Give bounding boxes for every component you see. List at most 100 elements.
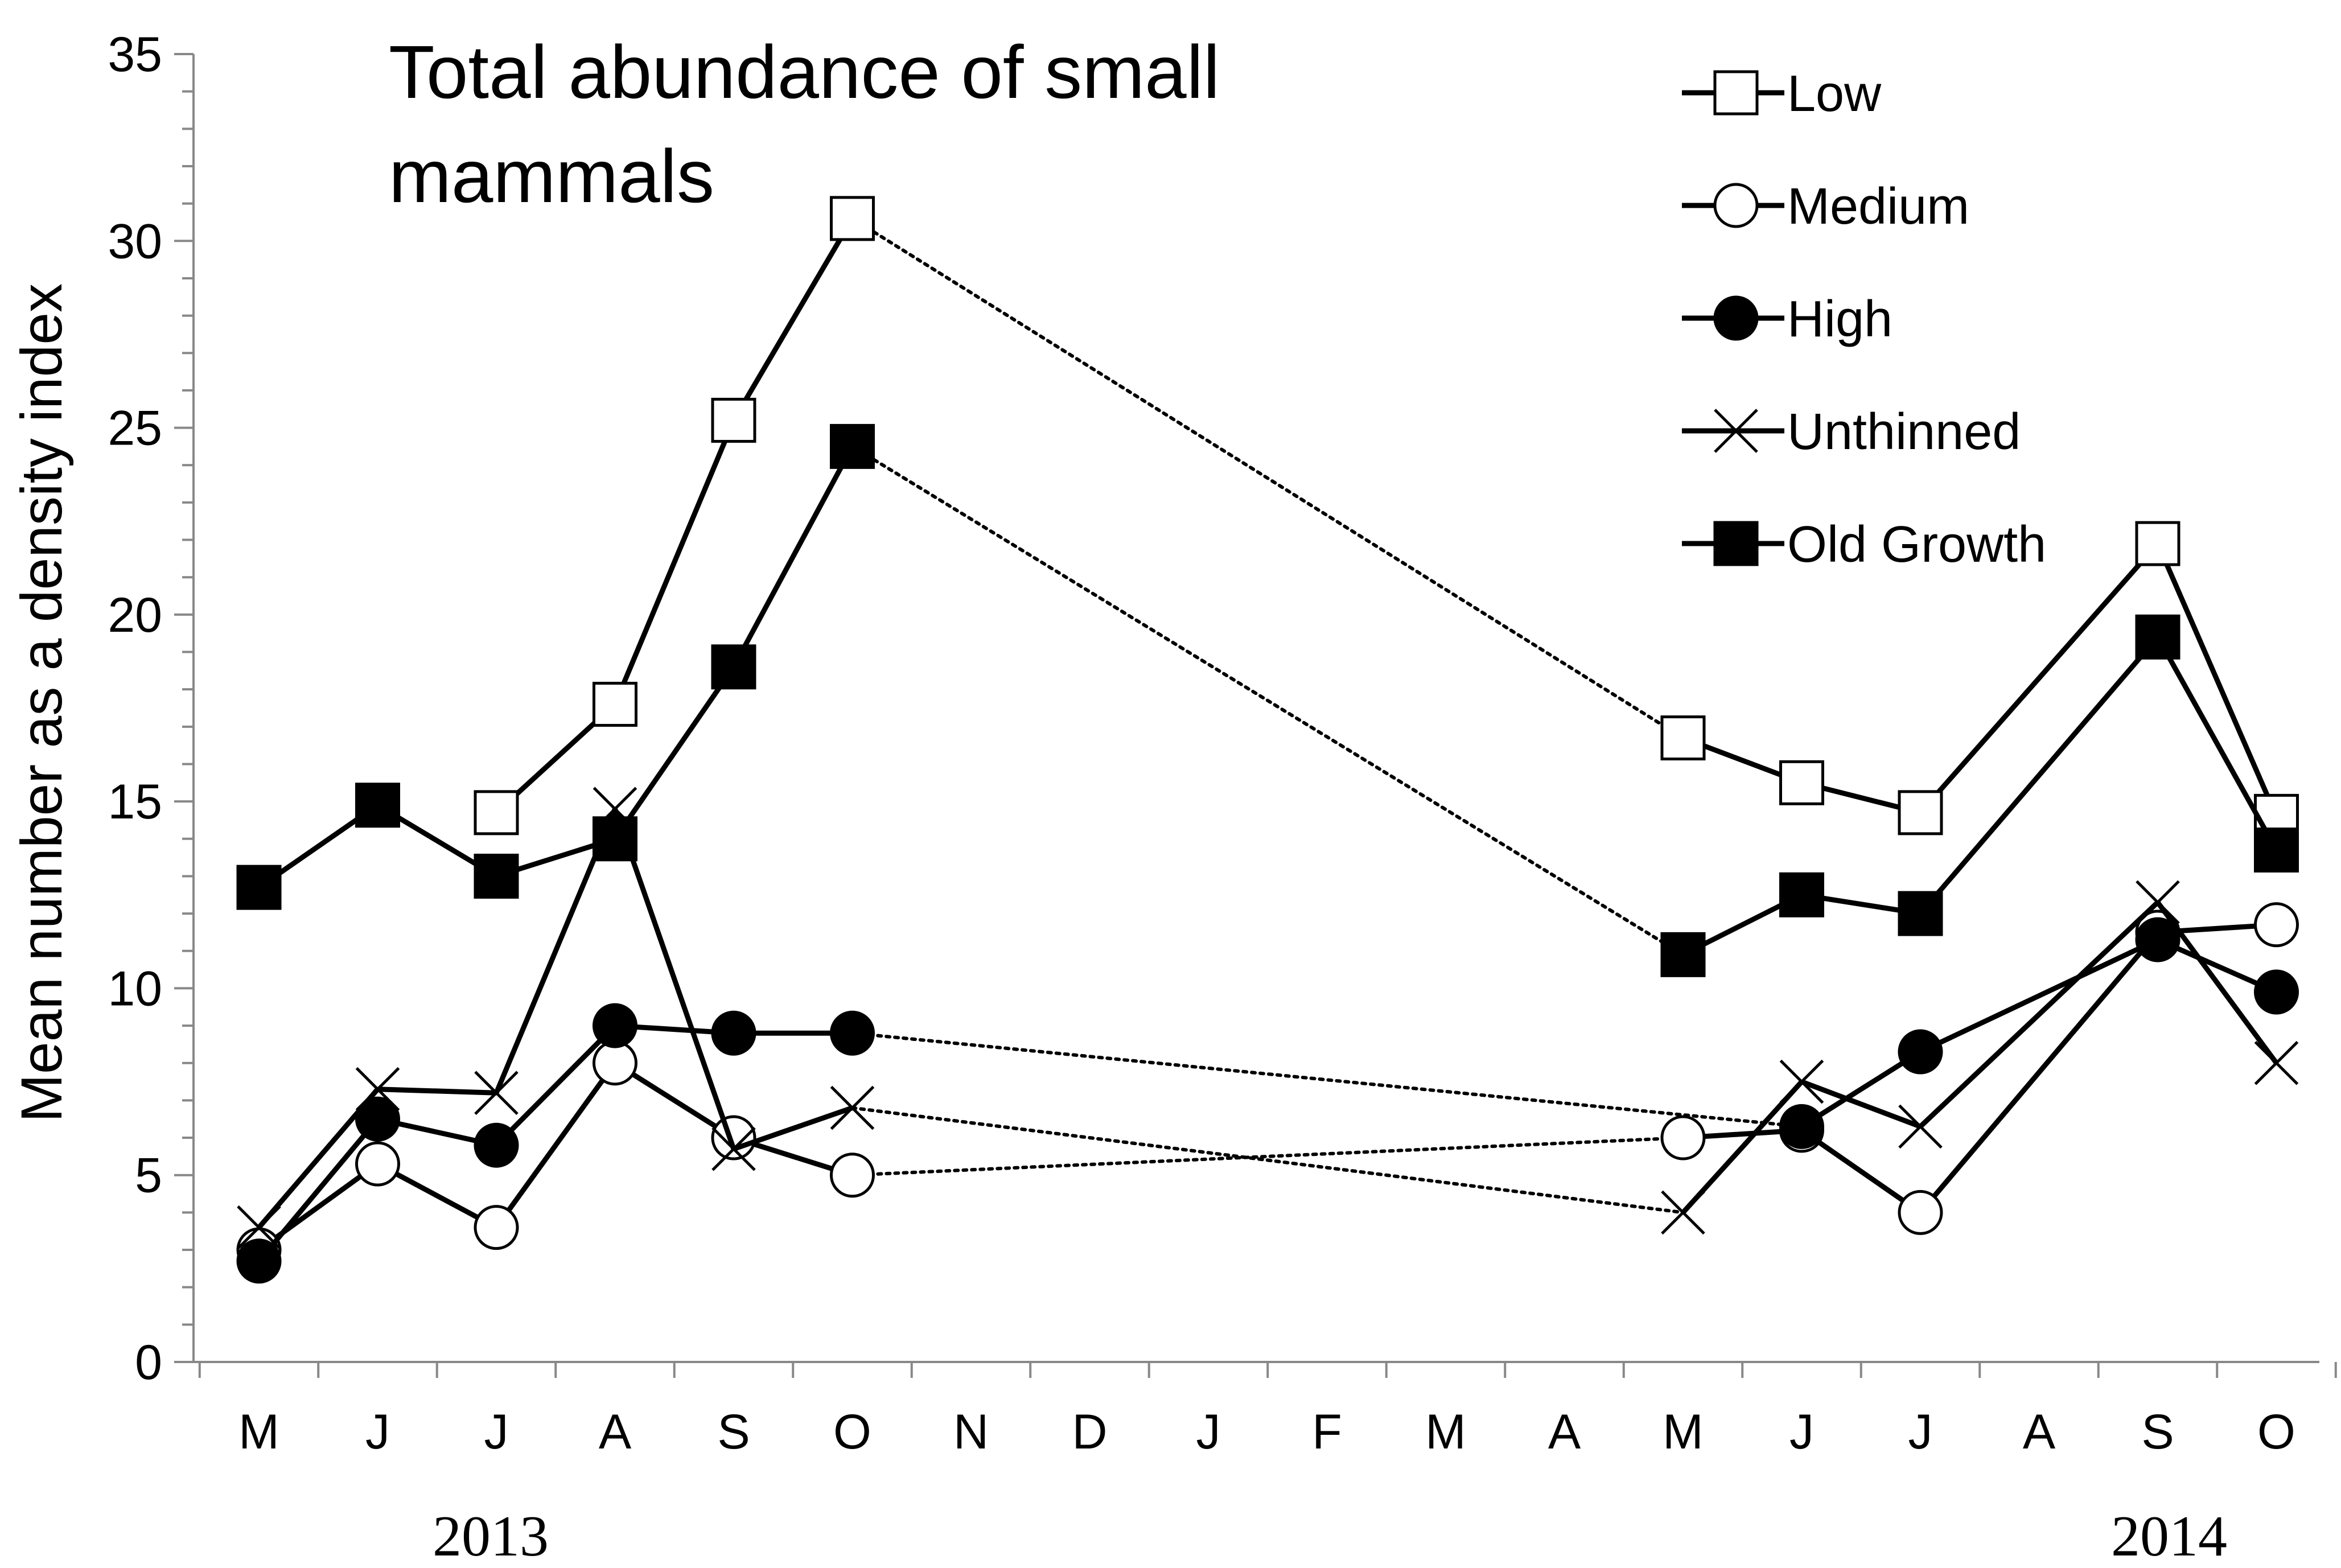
data-point-low: [711, 397, 756, 443]
x-tick-label: M: [238, 1405, 279, 1459]
data-point-old-growth: [1660, 932, 1706, 977]
y-tick-label: 15: [108, 775, 162, 829]
y-tick-label: 0: [135, 1335, 162, 1390]
series-medium: [236, 902, 2299, 1273]
series-line: [733, 1105, 853, 1152]
year-label: 2013: [433, 1504, 549, 1568]
series-line: [257, 1087, 380, 1229]
marker-stroke: [2254, 1040, 2299, 1085]
legend-marker: [1713, 521, 1759, 566]
y-tick-label: 35: [108, 27, 162, 82]
marker-stroke: [355, 1067, 400, 1112]
data-point-unthinned: [830, 1085, 875, 1130]
marker-stroke: [1898, 1104, 1943, 1149]
data-point-low: [1779, 760, 1824, 805]
series-line: [2155, 542, 2279, 818]
series-old-growth: [236, 423, 2299, 977]
data-point-old-growth: [593, 816, 637, 862]
data-point-low: [593, 681, 637, 727]
series-high: [236, 917, 2299, 1284]
data-point-old-growth: [711, 644, 756, 690]
data-point-unthinned: [2254, 1040, 2299, 1085]
data-point-high: [830, 1010, 875, 1056]
marker-stroke: [830, 1085, 875, 1130]
data-point-old-growth: [236, 865, 282, 910]
series-line: [1918, 635, 2160, 916]
x-tick-label: S: [2141, 1405, 2174, 1459]
legend-marker: [1713, 183, 1759, 228]
data-point-medium: [1660, 1115, 1706, 1160]
series-line: [257, 1117, 380, 1263]
series-line: [1800, 1079, 1922, 1129]
legend-item-old-growth: Old Growth: [1682, 516, 2046, 573]
series-line: [612, 808, 737, 1150]
data-point-medium: [1898, 1190, 1943, 1235]
x-tick-label: M: [1663, 1405, 1704, 1459]
legend-label: Medium: [1787, 178, 1969, 235]
marker-stroke: [237, 1205, 281, 1250]
series-gap-line: [850, 1031, 1804, 1129]
series-line: [1681, 1080, 1804, 1215]
marker-stroke: [1661, 1190, 1705, 1235]
x-tick-label: M: [1425, 1405, 1466, 1459]
x-tick-label: A: [1548, 1405, 1581, 1459]
data-point-high: [474, 1122, 519, 1168]
series-layer: [236, 196, 2299, 1284]
data-point-old-growth: [2254, 827, 2299, 873]
x-tick-label: O: [833, 1405, 871, 1459]
legend-label: Old Growth: [1787, 516, 2046, 573]
y-tick-label: 20: [108, 588, 162, 643]
data-point-old-growth: [355, 783, 400, 828]
series-line: [1918, 542, 2160, 814]
data-point-unthinned: [711, 1126, 756, 1171]
data-point-old-growth: [1779, 872, 1824, 917]
data-point-unthinned: [2136, 880, 2180, 925]
data-point-low: [1660, 715, 1706, 761]
series-unthinned: [237, 787, 2299, 1250]
data-point-medium: [2254, 902, 2299, 948]
x-tick-label: O: [2257, 1405, 2295, 1459]
data-point-medium: [474, 1205, 519, 1250]
data-point-unthinned: [237, 1205, 281, 1250]
x-tick-label: J: [484, 1405, 509, 1459]
data-point-low: [474, 790, 519, 836]
legend-label: Unthinned: [1787, 404, 2021, 460]
x-tick-label: J: [365, 1405, 390, 1459]
series-line: [1800, 1050, 1922, 1129]
data-point-high: [236, 1238, 282, 1284]
series-line: [377, 1087, 497, 1096]
y-tick-label: 5: [135, 1149, 162, 1203]
series-line: [1918, 931, 2160, 1215]
marker-stroke: [474, 1071, 519, 1116]
x-tick-label: A: [2023, 1405, 2056, 1459]
data-point-unthinned: [474, 1071, 519, 1116]
data-point-unthinned: [1898, 1104, 1943, 1149]
x-tick-label: S: [717, 1405, 750, 1459]
legend-item-medium: Medium: [1682, 178, 1969, 235]
series-gap-line: [850, 445, 1685, 957]
data-point-high: [593, 1003, 637, 1048]
series-line: [731, 217, 855, 422]
data-point-old-growth: [474, 853, 519, 899]
data-point-high: [1779, 1104, 1824, 1149]
x-tick-label: J: [1196, 1405, 1221, 1459]
x-tick-label: A: [599, 1405, 632, 1459]
data-point-low: [830, 196, 875, 241]
series-line: [1800, 1128, 1922, 1215]
axes: 0 5 10 15 20 25 30 35 M J J A S O N D J F M A M J J A S O 2013 2014: [108, 27, 2337, 1568]
series-gap-line: [850, 1136, 1685, 1177]
year-label: 2014: [2111, 1504, 2227, 1568]
series-line: [2155, 900, 2279, 1065]
marker-stroke: [711, 1126, 756, 1171]
legend-item-high: High: [1682, 291, 1892, 348]
y-tick-label: 30: [108, 214, 162, 269]
data-point-low: [2135, 521, 2180, 566]
series-line: [612, 665, 736, 841]
data-point-unthinned: [1661, 1190, 1705, 1235]
chart-title-line-1: Total abundance of small: [389, 30, 1220, 114]
data-point-high: [711, 1010, 756, 1056]
series-line: [614, 1060, 735, 1140]
data-point-old-growth: [2135, 614, 2180, 660]
legend-label: Low: [1787, 65, 1882, 122]
